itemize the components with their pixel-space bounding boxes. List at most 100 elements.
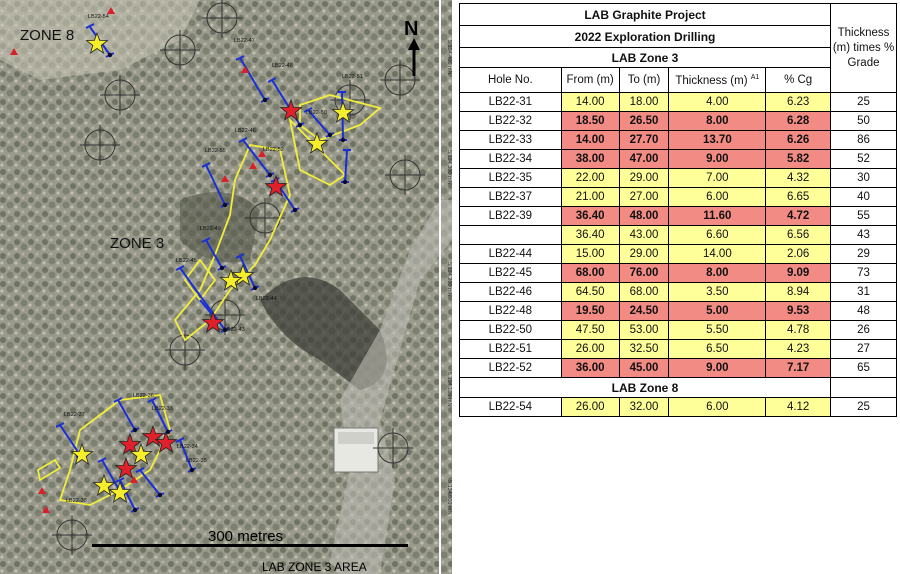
thickness-cell: 5.50: [668, 320, 767, 340]
col-header-cg: % Cg: [765, 67, 832, 93]
zone8-label: ZONE 8: [20, 27, 74, 44]
table-row: LB22-34 38.00 47.00 9.00 5.82 52: [459, 149, 897, 169]
hole-label: LB22-36: [133, 393, 154, 399]
table-row: LB22-54 26.00 32.00 6.00 4.12 25: [459, 397, 897, 417]
thickness-cell: 9.00: [668, 149, 767, 169]
cg-cell: 4.32: [765, 168, 832, 188]
hole-label: LB22-43: [224, 327, 245, 333]
hole-label: LB22-45: [176, 258, 197, 264]
thickness-grade-cell: 55: [830, 206, 897, 226]
hole-cell: LB22-45: [459, 263, 562, 283]
to-cell: 27.00: [618, 187, 670, 207]
table-row: LB22-50 47.50 53.00 5.50 4.78 26: [459, 320, 897, 340]
from-cell: 47.50: [560, 320, 620, 340]
cg-cell: 4.12: [765, 397, 832, 417]
grid-crosshairs: [52, 0, 425, 555]
from-cell: 22.00: [560, 168, 620, 188]
hole-label: LB22-34: [177, 444, 198, 450]
thickness-cell: 13.70: [668, 130, 767, 150]
hole-label: LB22-37: [64, 412, 85, 418]
building-roof: [338, 432, 374, 444]
to-cell: 24.50: [618, 301, 670, 321]
cg-cell: 6.23: [765, 92, 832, 112]
to-cell: 27.70: [618, 130, 670, 150]
table-row: LB22-52 36.00 45.00 9.00 7.17 65: [459, 358, 897, 378]
hole-cell: LB22-33: [459, 130, 562, 150]
table-row: LB22-39 36.40 48.00 11.60 4.72 55: [459, 206, 897, 226]
thickness-cell: 5.00: [668, 301, 767, 321]
hole-cell: LB22-31: [459, 92, 562, 112]
hole-cell: [459, 225, 562, 245]
thickness-grade-cell: 29: [830, 244, 897, 264]
map-panel: LB22-54 LB22-47 LB22-48 LB22-51 LB22-50 …: [0, 0, 452, 574]
hole-label: LB22-55: [205, 148, 226, 154]
thickness-grade-cell: 31: [830, 282, 897, 302]
hole-cell: LB22-39: [459, 206, 562, 226]
col-header-from: From (m): [560, 67, 620, 93]
table-row: LB22-46 64.50 68.00 3.50 8.94 31: [459, 282, 897, 302]
thickness-cell: 3.50: [668, 282, 767, 302]
to-cell: 76.00: [618, 263, 670, 283]
northing-label: 5,134,300 mN: [446, 150, 452, 185]
thickness-cell: 6.50: [668, 339, 767, 359]
to-cell: 18.00: [618, 92, 670, 112]
from-cell: 36.40: [560, 206, 620, 226]
table-row: LB22-51 26.00 32.50 6.50 4.23 27: [459, 339, 897, 359]
cg-cell: 9.09: [765, 263, 832, 283]
from-cell: 64.50: [560, 282, 620, 302]
table-row: 36.40 43.00 6.60 6.56 43: [459, 225, 897, 245]
to-cell: 43.00: [618, 225, 670, 245]
hole-label: LB22-47: [234, 38, 255, 44]
table-row: LB22-31 14.00 18.00 4.00 6.23 25: [459, 92, 897, 112]
zone3-section-header: LAB Zone 3: [458, 47, 832, 68]
to-cell: 32.50: [618, 339, 670, 359]
hole-cell: LB22-51: [459, 339, 562, 359]
table-row: LB22-37 21.00 27.00 6.00 6.65 40: [459, 187, 897, 207]
hole-cell: LB22-46: [459, 282, 562, 302]
thickness-cell: 6.00: [668, 187, 767, 207]
hole-labels: LB22-54 LB22-47 LB22-48 LB22-51 LB22-50 …: [64, 14, 363, 504]
to-cell: 29.00: [618, 168, 670, 188]
thickness-grade-cell: 65: [830, 358, 897, 378]
from-cell: 18.50: [560, 111, 620, 131]
scale-label: 300 metres: [208, 528, 283, 545]
north-arrow-label: N: [404, 18, 418, 40]
to-cell: 68.00: [618, 282, 670, 302]
hole-label: LB22-52: [263, 147, 284, 153]
from-cell: 36.40: [560, 225, 620, 245]
thickness-footnote: A1: [750, 73, 760, 81]
hole-label: LB22-51: [342, 74, 363, 80]
scale-bar: [92, 544, 408, 547]
hole-cell: LB22-44: [459, 244, 562, 264]
thickness-grade-cell: 52: [830, 149, 897, 169]
northing-labels: 5,134,400 mN 5,134,300 mN 5,134,200 mN 5…: [446, 40, 452, 515]
cg-cell: 6.26: [765, 130, 832, 150]
thickness-cell: 6.00: [668, 397, 767, 417]
cg-cell: 6.28: [765, 111, 832, 131]
northing-label: 5,134,100 mN: [446, 372, 452, 407]
thickness-cell: 8.00: [668, 263, 767, 283]
cg-cell: 9.53: [765, 301, 832, 321]
thickness-grade-cell: 48: [830, 301, 897, 321]
from-cell: 26.00: [560, 397, 620, 417]
thickness-grade-cell: 30: [830, 168, 897, 188]
hole-label: LB22-46: [235, 128, 256, 134]
thickness-grade-header: Thickness (m) times % Grade: [830, 3, 897, 93]
thickness-cell: 7.00: [668, 168, 767, 188]
hole-label: LB22-49: [200, 226, 221, 232]
to-cell: 32.00: [618, 397, 670, 417]
cg-cell: 6.65: [765, 187, 832, 207]
hole-cell: LB22-32: [459, 111, 562, 131]
col-header-hole: Hole No.: [459, 67, 562, 93]
hole-label: LB22-33: [152, 406, 173, 412]
zone3-rows: LB22-31 14.00 18.00 4.00 6.23 25 LB22-32 18.50 2…: [459, 92, 897, 378]
table-row: LB22-32 18.50 26.50 8.00 6.28 50: [459, 111, 897, 131]
thickness-cell: 8.00: [668, 111, 767, 131]
hole-label: LB22-48: [272, 63, 293, 69]
dark-pond: [260, 277, 387, 390]
hole-cell: LB22-34: [459, 149, 562, 169]
northing-label: 5,134,400 mN: [446, 40, 452, 75]
to-cell: 47.00: [618, 149, 670, 169]
drilling-results-table: LAB Graphite Project Thickness (m) times…: [458, 3, 897, 417]
thickness-grade-cell: 50: [830, 111, 897, 131]
